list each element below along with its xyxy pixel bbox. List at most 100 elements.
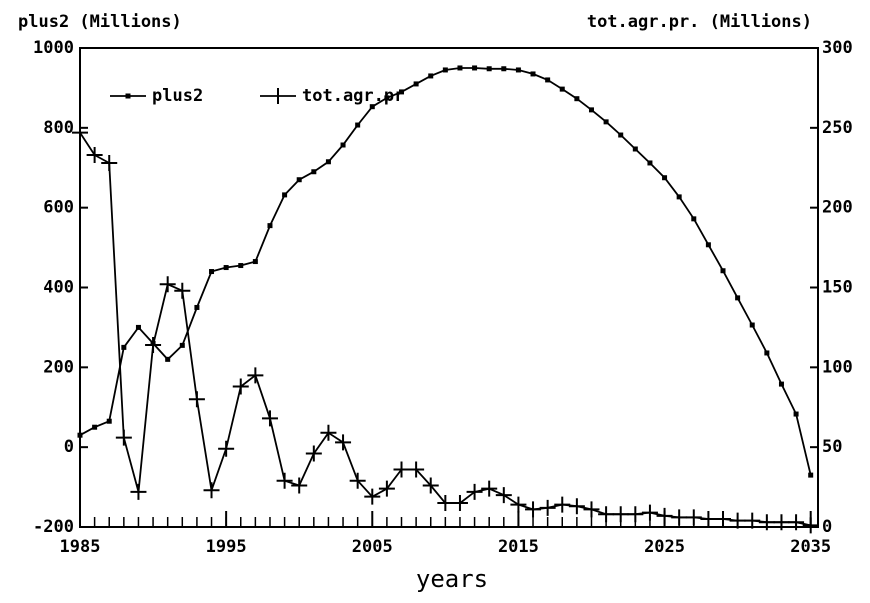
point bbox=[691, 216, 697, 222]
point bbox=[715, 511, 732, 528]
point bbox=[291, 477, 308, 494]
point bbox=[671, 509, 688, 526]
point bbox=[510, 496, 527, 513]
series-line bbox=[79, 67, 812, 476]
point bbox=[495, 487, 512, 504]
point bbox=[86, 146, 103, 163]
point bbox=[335, 434, 352, 451]
point bbox=[393, 461, 410, 478]
y2-tick-label: 50 bbox=[822, 437, 842, 457]
point bbox=[408, 461, 425, 478]
y-tick-label: 200 bbox=[43, 357, 74, 377]
point bbox=[282, 192, 288, 198]
point bbox=[422, 477, 439, 494]
point bbox=[568, 498, 585, 515]
point bbox=[764, 350, 770, 356]
y2-tick-label: 0 bbox=[822, 517, 832, 537]
x-tick-label: 1995 bbox=[206, 537, 247, 557]
point bbox=[174, 282, 191, 299]
y-tick-label: 0 bbox=[64, 437, 74, 457]
point bbox=[758, 514, 775, 531]
point bbox=[399, 89, 405, 95]
y-axis-title: plus2 (Millions) bbox=[18, 12, 182, 32]
point bbox=[685, 509, 702, 526]
point bbox=[355, 122, 361, 128]
point bbox=[364, 488, 381, 505]
point bbox=[662, 175, 668, 181]
point bbox=[135, 324, 141, 330]
point bbox=[641, 504, 658, 521]
point bbox=[115, 429, 132, 446]
y-tick-label: -200 bbox=[33, 517, 74, 537]
point bbox=[574, 96, 580, 102]
point bbox=[296, 177, 302, 183]
point bbox=[583, 501, 600, 518]
point bbox=[627, 506, 644, 523]
point bbox=[720, 268, 726, 274]
y2-tick-label: 100 bbox=[822, 357, 853, 377]
y-tick-label: 400 bbox=[43, 278, 74, 298]
point bbox=[384, 95, 390, 101]
series-line bbox=[79, 132, 811, 527]
point bbox=[603, 119, 609, 125]
point bbox=[145, 336, 162, 353]
point bbox=[428, 73, 434, 79]
point bbox=[457, 65, 463, 71]
point bbox=[442, 67, 448, 73]
point bbox=[311, 169, 317, 175]
point bbox=[788, 514, 805, 531]
legend-marker bbox=[125, 93, 131, 99]
point bbox=[559, 86, 565, 92]
point bbox=[632, 146, 638, 152]
legend-label: plus2 bbox=[152, 86, 203, 106]
x-axis-title: years bbox=[416, 565, 488, 593]
x-tick-label: 2015 bbox=[498, 537, 539, 557]
point bbox=[525, 501, 542, 518]
y-tick-label: 1000 bbox=[33, 38, 74, 58]
point bbox=[700, 511, 717, 528]
point bbox=[238, 263, 244, 269]
point bbox=[705, 242, 711, 248]
point bbox=[773, 514, 790, 531]
point bbox=[378, 480, 395, 497]
point bbox=[165, 356, 171, 362]
point bbox=[121, 344, 127, 350]
point bbox=[203, 482, 220, 499]
x-tick-label: 1985 bbox=[60, 537, 101, 557]
y2-axis-title: tot.agr.pr. (Millions) bbox=[587, 12, 812, 32]
point bbox=[77, 432, 83, 438]
point bbox=[106, 418, 112, 424]
point bbox=[179, 342, 185, 348]
y2-tick-label: 250 bbox=[822, 118, 853, 138]
point bbox=[612, 506, 629, 523]
legend-label: tot.agr.pr bbox=[302, 86, 404, 106]
point bbox=[618, 132, 624, 138]
point bbox=[451, 495, 468, 512]
point bbox=[209, 269, 215, 275]
point bbox=[466, 483, 483, 500]
point bbox=[676, 194, 682, 200]
point bbox=[530, 71, 536, 77]
x-tick-label: 2005 bbox=[352, 537, 393, 557]
point bbox=[554, 496, 571, 513]
point bbox=[130, 483, 147, 500]
point bbox=[588, 107, 594, 113]
point bbox=[735, 295, 741, 301]
point bbox=[232, 378, 249, 395]
point bbox=[501, 66, 507, 72]
point bbox=[261, 410, 278, 427]
point bbox=[598, 506, 615, 523]
point bbox=[325, 159, 331, 165]
point bbox=[369, 104, 375, 110]
point bbox=[252, 259, 258, 265]
point bbox=[656, 507, 673, 524]
plot-frame bbox=[79, 47, 819, 528]
point bbox=[545, 77, 551, 83]
point bbox=[802, 517, 819, 534]
point bbox=[305, 445, 322, 462]
point bbox=[749, 322, 755, 328]
point bbox=[472, 65, 478, 71]
y-tick-label: 800 bbox=[43, 118, 74, 138]
